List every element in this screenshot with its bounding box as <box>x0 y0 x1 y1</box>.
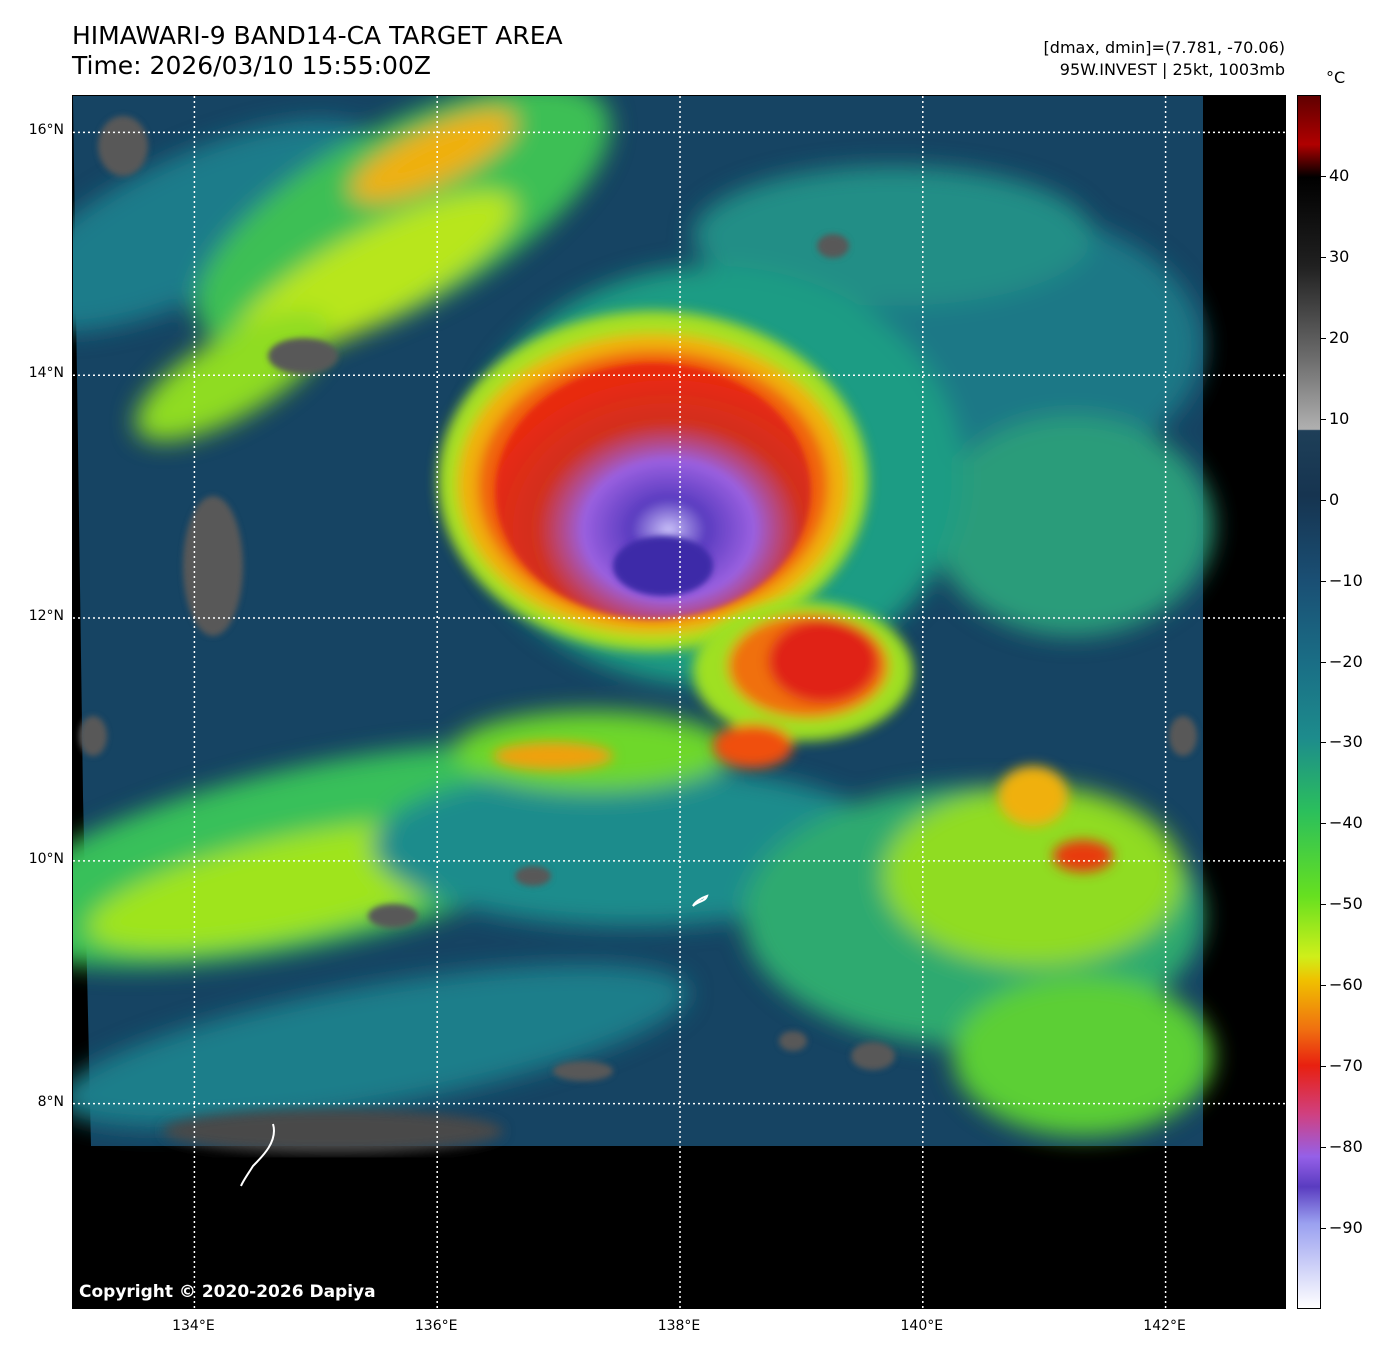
gridlines <box>73 96 1285 1308</box>
colorbar-tick-mark <box>1321 1066 1326 1068</box>
secondary-cell <box>493 601 1113 872</box>
lon-label: 136°E <box>414 1318 458 1334</box>
lon-label: 140°E <box>900 1318 944 1334</box>
colorbar-tick-mark <box>1321 661 1326 663</box>
colorbar-tick-label: −80 <box>1329 1137 1363 1157</box>
colorbar-tick-label: 0 <box>1329 489 1340 509</box>
colorbar-tick-label: 10 <box>1329 408 1350 428</box>
colorbar-tick-mark <box>1321 985 1326 987</box>
colorbar-unit: °C <box>1326 68 1346 87</box>
colorbar-tick-label: −10 <box>1329 570 1363 590</box>
colorbar-tick-mark <box>1321 256 1326 258</box>
lat-label: 10°N <box>28 850 64 867</box>
colorbar-tick-label: 20 <box>1329 327 1350 347</box>
colorbar-tick-mark <box>1321 823 1326 825</box>
cold-cloud-top <box>495 363 811 619</box>
lat-label: 12°N <box>28 608 64 625</box>
coastline <box>240 1123 275 1187</box>
colorbar-tick-label: −50 <box>1329 894 1363 914</box>
lon-label: 142°E <box>1143 1318 1186 1334</box>
lon-label: 138°E <box>657 1318 701 1334</box>
satellite-image-svg <box>73 96 1285 1308</box>
colorbar-tick-mark <box>1321 904 1326 906</box>
colorbar-tick-label: −30 <box>1329 732 1363 752</box>
satellite-image: Copyright © 2020-2026 Dapiya <box>72 95 1286 1309</box>
colorbar-tick-mark <box>1321 418 1326 420</box>
island-outline <box>692 894 709 907</box>
copyright-text: Copyright © 2020-2026 Dapiya <box>79 1282 376 1302</box>
colorbar-tick-mark <box>1321 1147 1326 1149</box>
colorbar-tick-label: −20 <box>1329 651 1363 671</box>
colorbar-tick-label: −70 <box>1329 1056 1363 1076</box>
colorbar-tick-label: −90 <box>1329 1218 1363 1238</box>
colorbar-tick-label: −60 <box>1329 975 1363 995</box>
temperature-range: [dmax, dmin]=(7.781, -70.06) <box>1043 38 1285 57</box>
lat-label: 16°N <box>28 122 64 139</box>
lat-label: 8°N <box>37 1093 64 1110</box>
clear-areas <box>79 116 1197 1081</box>
lon-label: 134°E <box>172 1318 215 1334</box>
land-mass <box>163 1109 503 1153</box>
colorbar-tick-mark <box>1321 499 1326 501</box>
colorbar-tick-mark <box>1321 580 1326 582</box>
storm-info: 95W.INVEST | 25kt, 1003mb <box>1059 60 1285 79</box>
chart-time: Time: 2026/03/10 15:55:00Z <box>72 51 431 80</box>
colorbar-tick-mark <box>1321 175 1326 177</box>
colorbar-tick-label: 30 <box>1329 246 1350 266</box>
chart-title: HIMAWARI-9 BAND14-CA TARGET AREA <box>72 21 563 50</box>
colorbar-tick-mark <box>1321 337 1326 339</box>
colorbar-tick-label: 40 <box>1329 165 1350 185</box>
colorbar-tick-mark <box>1321 1228 1326 1230</box>
coldest-core <box>613 536 713 596</box>
colorbar-tick-label: −40 <box>1329 813 1363 833</box>
lat-label: 14°N <box>28 365 64 382</box>
colorbar <box>1297 95 1321 1309</box>
colorbar-tick-mark <box>1321 742 1326 744</box>
